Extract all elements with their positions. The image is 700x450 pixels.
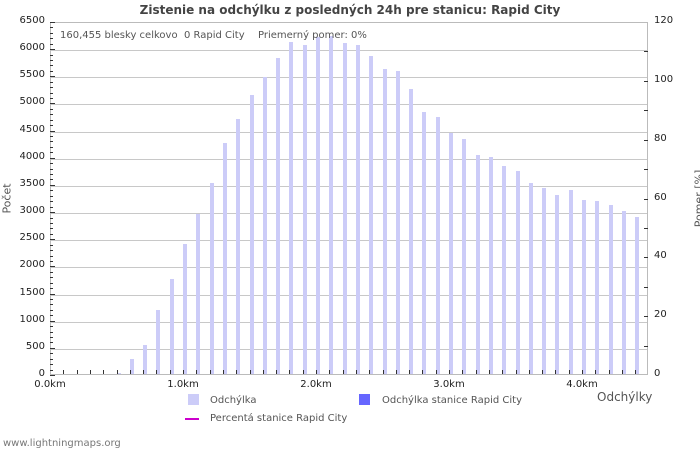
bar (515, 170, 520, 374)
plot-area (50, 22, 648, 375)
y-right-tick-label: 60 (654, 191, 667, 203)
y-tick-label: 4000 (19, 150, 45, 162)
bar (143, 344, 148, 374)
bar (608, 205, 613, 374)
bar (595, 200, 600, 374)
y-tick-label: 2000 (19, 259, 45, 271)
bar (422, 111, 427, 374)
x-tick-label: 1.0km (167, 379, 199, 390)
bar (582, 199, 586, 374)
gridline (51, 213, 647, 215)
bar (355, 45, 360, 374)
bar (542, 187, 547, 374)
y-tick-label: 4500 (19, 123, 45, 135)
gridline (51, 50, 647, 52)
legend-deviation: Odchýlka (210, 395, 257, 406)
bar (635, 217, 640, 374)
bar (555, 194, 560, 374)
y-tick-label: 3500 (19, 177, 45, 189)
gridline (51, 294, 647, 296)
y-tick-label: 1000 (19, 313, 45, 325)
y-right-tick-label: 80 (654, 132, 667, 144)
y-axis-right-title: Pomer [%] (692, 169, 700, 228)
bar (488, 156, 493, 374)
x-tick-label: 3.0km (433, 379, 465, 390)
bar (262, 76, 267, 374)
legend-swatch-deviation (188, 394, 199, 405)
bar (449, 132, 453, 374)
y-tick-label: 500 (25, 340, 45, 352)
gridline (51, 131, 647, 133)
bar (475, 155, 480, 374)
bar (621, 211, 626, 374)
x-tick-label: 0.0km (34, 379, 66, 390)
bar (502, 166, 507, 374)
y-right-tick-label: 20 (654, 309, 667, 321)
gridline (51, 77, 647, 79)
gridline (51, 348, 647, 350)
bar (528, 182, 533, 374)
y-tick-label: 1500 (19, 286, 45, 298)
average-ratio-label: Priemerný pomer: 0% (258, 30, 367, 41)
legend-station-percent: Percentá stanice Rapid City (210, 413, 348, 424)
y-tick-label: 5000 (19, 96, 45, 108)
bar (395, 70, 400, 374)
y-tick-label: 3000 (19, 205, 45, 217)
total-count-label: 160,455 blesky celkovo (60, 30, 178, 41)
legend-swatch-station-deviation (359, 394, 370, 405)
y-axis-title: Počet (0, 183, 14, 214)
footer-link[interactable]: www.lightningmaps.org (3, 438, 121, 449)
x-axis-title: Odchýlky (597, 390, 653, 404)
y-tick-label: 5500 (19, 69, 45, 81)
bar (236, 118, 241, 374)
bar (222, 142, 227, 374)
bar (209, 182, 214, 374)
y-tick-label: 6500 (19, 15, 45, 26)
chart-title: Zistenie na odchýlku z posledných 24h pr… (139, 3, 561, 17)
gridline (51, 158, 647, 160)
gridline (51, 321, 647, 323)
bar (129, 358, 134, 374)
bar (342, 42, 347, 374)
bar (302, 45, 307, 374)
bar (369, 55, 374, 374)
bar (183, 243, 187, 374)
y-right-tick-label: 40 (654, 250, 667, 262)
bar (568, 190, 573, 374)
legend-station-deviation: Odchýlka stanice Rapid City (382, 395, 522, 406)
legend-swatch-station-percent (185, 418, 199, 420)
bar (435, 116, 440, 374)
gridline (51, 240, 647, 242)
y-right-tick-label: 100 (654, 73, 674, 85)
y-tick-label: 2500 (19, 232, 45, 244)
y-right-tick-label: 120 (654, 15, 674, 26)
y-tick-label: 0 (38, 368, 45, 379)
gridline (51, 185, 647, 187)
bar (276, 57, 281, 374)
bar (156, 309, 161, 374)
x-tick-label: 2.0km (300, 379, 332, 390)
bar (249, 94, 254, 374)
bar (169, 278, 174, 374)
bar (196, 213, 201, 374)
bar (409, 88, 414, 374)
bar (462, 138, 467, 374)
x-tick-label: 4.0km (566, 379, 598, 390)
bar (116, 373, 121, 374)
gridline (51, 104, 647, 106)
gridline (51, 267, 647, 269)
y-right-tick-label: 0 (654, 368, 661, 379)
bar (289, 41, 294, 374)
y-tick-label: 6000 (19, 42, 45, 54)
bar (329, 35, 334, 374)
bar (382, 68, 387, 374)
bar (316, 36, 320, 374)
station-count-label: 0 Rapid City (184, 30, 245, 41)
